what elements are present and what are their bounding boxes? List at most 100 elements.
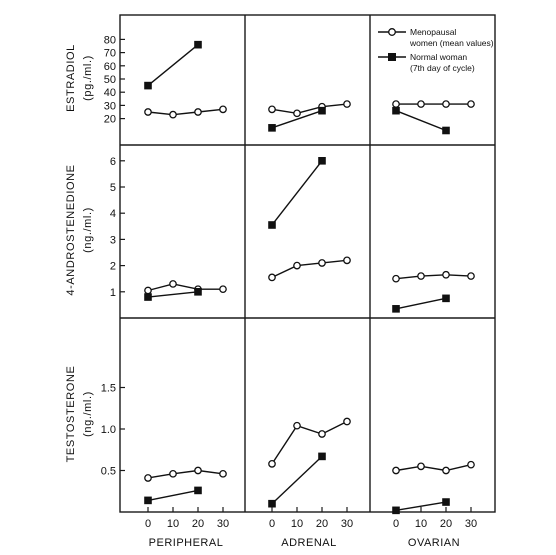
estradiol-ovarian-menopausal-point (442, 100, 450, 108)
androstenedione-peripheral-normal-line (147, 291, 199, 298)
estradiol-peripheral-menopausal-line (147, 108, 224, 116)
testosterone-peripheral-menopausal-point (169, 469, 177, 478)
ylabel-testosterone-unit: (ng./ml.) (82, 391, 94, 437)
peripheral-xtick-label: 10 (167, 518, 179, 530)
androstenedione-ytick-label: 5 (110, 182, 116, 194)
androstenedione-peripheral-menopausal-point (144, 286, 152, 295)
estradiol-adrenal-normal-point (268, 124, 276, 132)
ovarian-xtick-label: 20 (440, 518, 452, 530)
peripheral-xtick-label: 30 (217, 518, 229, 530)
testosterone-adrenal-normal-line (271, 455, 323, 505)
column-label-ovarian: OVARIAN (408, 537, 460, 549)
estradiol-peripheral-menopausal-point (219, 105, 227, 114)
ylabel-estradiol-unit: (pg./ml.) (82, 55, 94, 101)
testosterone-ytick-label: 1.5 (101, 383, 116, 395)
androstenedione-ytick-label: 1 (110, 287, 116, 299)
testosterone-adrenal-menopausal-point (268, 460, 276, 468)
estradiol-peripheral-menopausal-point (144, 108, 152, 116)
estradiol-adrenal-menopausal-point (268, 105, 276, 114)
estradiol-ovarian-menopausal-point (467, 100, 475, 108)
androstenedione-ovarian-menopausal-point (392, 274, 400, 283)
androstenedione-ovarian-menopausal-point (442, 270, 450, 279)
estradiol-ovarian-normal-line (395, 110, 447, 132)
ylabel-testosterone: TESTOSTERONE (ng./ml.) (65, 366, 94, 463)
androstenedione-adrenal-normal-point (318, 157, 326, 165)
estradiol-adrenal-normal-line (271, 110, 323, 129)
estradiol-ovarian-normal-point (392, 106, 400, 115)
androstenedione-adrenal-menopausal-line (271, 259, 348, 279)
androstenedione-peripheral-menopausal-point (169, 280, 177, 288)
androstenedione-adrenal-menopausal-point (343, 256, 351, 265)
androstenedione-ovarian-menopausal-point (417, 272, 425, 280)
legend: Menopausal women (mean values) Normal wo… (378, 27, 494, 73)
androstenedione-adrenal-normal-point (268, 221, 276, 229)
estradiol-ytick-label: 60 (104, 61, 116, 73)
estradiol-ovarian-menopausal-point (392, 100, 400, 108)
estradiol-ytick-label: 40 (104, 87, 116, 99)
androstenedione-ytick-label: 3 (110, 234, 116, 246)
androstenedione-ytick-label: 2 (110, 261, 116, 273)
adrenal-xtick-label: 10 (291, 518, 303, 530)
estradiol-peripheral-menopausal-point (169, 110, 177, 119)
androstenedione-ovarian-normal-point (442, 294, 450, 303)
estradiol-peripheral-menopausal-point (194, 108, 202, 116)
androstenedione-ovarian-menopausal-line (395, 274, 472, 280)
legend-normal-label-2: (7th day of cycle) (410, 63, 475, 73)
estradiol-adrenal-normal-point (318, 106, 326, 115)
ylabel-androstenedione-name: 4-ANDROSTENEDIONE (65, 164, 77, 295)
ylabel-estradiol-name: ESTRADIOL (65, 44, 77, 112)
testosterone-adrenal-normal-point (318, 452, 326, 461)
testosterone-ovarian-menopausal-point (467, 460, 475, 469)
estradiol-adrenal-menopausal-point (343, 100, 351, 108)
estradiol-ytick-label: 80 (104, 34, 116, 46)
testosterone-peripheral-normal-point (144, 496, 152, 505)
ovarian-xtick-label: 10 (415, 518, 427, 530)
androstenedione-adrenal-menopausal-point (268, 273, 276, 282)
ylabel-androstenedione-unit: (ng./ml.) (82, 207, 94, 253)
peripheral-xtick-label: 0 (145, 518, 151, 530)
testosterone-adrenal-menopausal-line (271, 420, 348, 465)
testosterone-ytick-label: 1.0 (101, 424, 116, 436)
estradiol-peripheral-normal-line (147, 44, 199, 87)
legend-menopausal-label-1: Menopausal (410, 27, 456, 37)
chart-frame (119, 14, 496, 513)
androstenedione-adrenal-normal-line (271, 160, 323, 226)
estradiol-peripheral-normal-point (144, 81, 152, 90)
androstenedione-adrenal-menopausal-point (293, 261, 301, 270)
ovarian-xtick-label: 0 (393, 518, 399, 530)
testosterone-ovarian-normal-line (395, 501, 447, 512)
testosterone-peripheral-menopausal-point (219, 469, 227, 478)
testosterone-peripheral-menopausal-point (194, 466, 202, 475)
legend-normal-marker (388, 53, 396, 61)
estradiol-ovarian-normal-point (442, 126, 450, 135)
ovarian-xtick-label: 30 (465, 518, 477, 530)
androstenedione-ytick-label: 4 (110, 208, 116, 220)
column-label-adrenal: ADRENAL (281, 537, 336, 549)
estradiol-ovarian-menopausal-point (417, 100, 425, 108)
androstenedione-peripheral-normal-point (194, 288, 202, 296)
legend-menopausal-label-2: women (mean values) (409, 38, 494, 48)
testosterone-ovarian-menopausal-point (392, 466, 400, 475)
testosterone-adrenal-menopausal-point (293, 421, 301, 430)
androstenedione-peripheral-menopausal-line (147, 283, 223, 292)
testosterone-ovarian-menopausal-line (395, 464, 472, 472)
legend-normal-label-1: Normal woman (410, 52, 467, 62)
adrenal-xtick-label: 20 (316, 518, 328, 530)
estradiol-ytick-label: 50 (104, 74, 116, 86)
androstenedione-ovarian-normal-line (395, 297, 447, 310)
estradiol-adrenal-menopausal-line (271, 103, 348, 115)
estradiol-ytick-label: 70 (104, 48, 116, 60)
testosterone-peripheral-menopausal-line (147, 469, 224, 479)
androstenedione-ytick-label: 6 (110, 156, 116, 168)
ylabel-estradiol: ESTRADIOL (pg./ml.) (65, 44, 94, 112)
column-label-peripheral: PERIPHERAL (149, 537, 224, 549)
testosterone-adrenal-menopausal-point (343, 417, 351, 426)
ylabel-androstenedione: 4-ANDROSTENEDIONE (ng./ml.) (65, 164, 94, 295)
testosterone-ovarian-normal-point (442, 498, 450, 506)
peripheral-xtick-label: 20 (192, 518, 204, 530)
testosterone-ovarian-normal-point (392, 506, 400, 515)
ylabel-testosterone-name: TESTOSTERONE (65, 366, 77, 463)
testosterone-adrenal-menopausal-point (318, 430, 326, 438)
legend-menopausal-marker (388, 28, 396, 36)
